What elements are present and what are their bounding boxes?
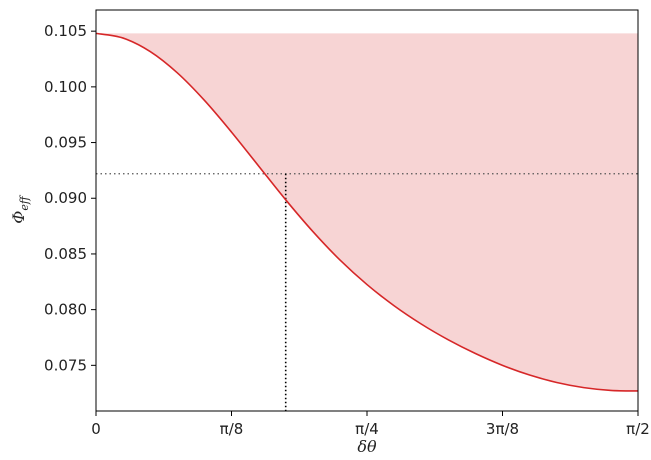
y-tick-label: 0.090: [44, 189, 87, 207]
x-tick-label: π/2: [626, 420, 650, 438]
y-axis-label-subscript: eff: [18, 194, 31, 211]
x-tick-label: π/8: [220, 420, 244, 438]
series-line: [95, 32, 639, 392]
y-tick-label: 0.075: [44, 356, 87, 374]
y-tick-label: 0.080: [44, 301, 87, 319]
x-tick-label: 0: [91, 420, 101, 438]
y-tick-label: 0.100: [44, 78, 87, 96]
y-axis-label-main: Φ: [9, 211, 28, 224]
x-axis-label: δθ: [357, 437, 377, 456]
y-axis-label: Φeff: [9, 194, 31, 224]
y-tick-label: 0.095: [44, 134, 87, 152]
y-tick-label: 0.085: [44, 245, 87, 263]
x-axis: 0 π/8 π/4 3π/8 π/2: [91, 411, 650, 438]
x-tick-label: π/4: [355, 420, 379, 438]
fill-area: [96, 33, 638, 391]
x-tick-label: 3π/8: [486, 420, 519, 438]
y-tick-label: 0.105: [44, 22, 87, 40]
y-axis: 0.075 0.080 0.085 0.090 0.095 0.100 0.105: [44, 22, 96, 374]
